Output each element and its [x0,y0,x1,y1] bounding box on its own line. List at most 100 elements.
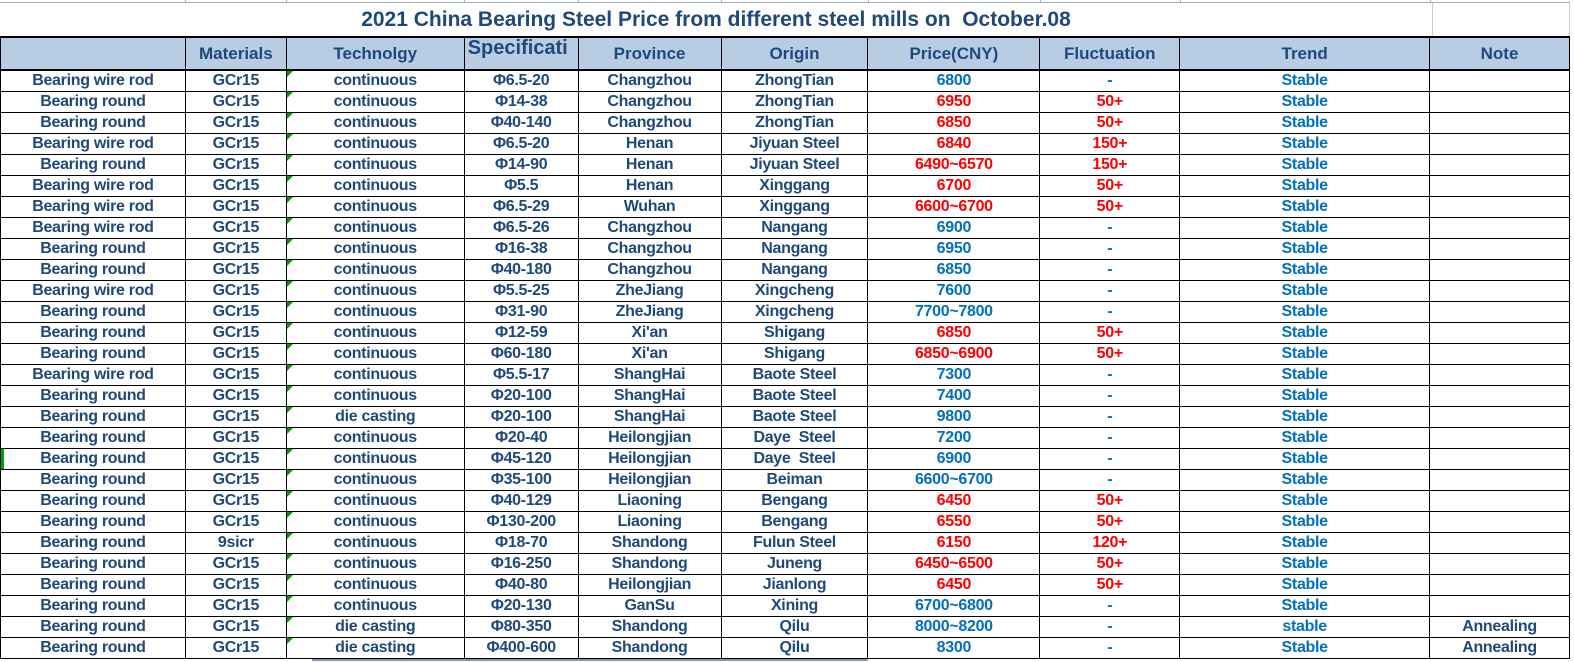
specification-cell[interactable]: Φ20-130 [465,596,579,616]
note-cell[interactable] [1430,239,1570,259]
trend-cell[interactable]: Stable [1180,260,1431,280]
specification-cell[interactable]: Φ12-59 [465,323,579,343]
row-label-cell[interactable]: Bearing wire rod [1,197,186,217]
trend-cell[interactable]: Stable [1180,575,1431,595]
row-label-cell[interactable]: Bearing round [1,470,186,490]
trend-cell[interactable]: Stable [1180,92,1431,112]
materials-cell[interactable]: GCr15 [186,260,287,280]
specification-cell[interactable]: Φ45-120 [465,449,579,469]
fluctuation-cell[interactable]: - [1040,218,1181,238]
trend-cell[interactable]: Stable [1180,533,1431,553]
price-cell[interactable]: 6900 [868,449,1041,469]
fluctuation-cell[interactable]: 50+ [1040,197,1181,217]
column-header-blank[interactable] [1,38,186,69]
price-cell[interactable]: 6490~6570 [868,155,1041,175]
row-label-cell[interactable]: Bearing round [1,113,186,133]
materials-cell[interactable]: GCr15 [186,554,287,574]
note-cell[interactable] [1430,92,1570,112]
province-cell[interactable]: Shandong [579,638,722,658]
note-cell[interactable] [1430,302,1570,322]
materials-cell[interactable]: GCr15 [186,638,287,658]
materials-cell[interactable]: GCr15 [186,617,287,637]
trend-cell[interactable]: Stable [1180,302,1431,322]
trend-cell[interactable]: Stable [1180,176,1431,196]
origin-cell[interactable]: Jiyuan Steel [722,134,869,154]
price-cell[interactable]: 6450 [868,491,1041,511]
column-header-specification[interactable]: Specificati [465,38,579,69]
technology-cell[interactable]: continuous [286,302,465,322]
province-cell[interactable]: Changzhou [579,113,722,133]
specification-cell[interactable]: Φ5.5-17 [465,365,579,385]
price-cell[interactable]: 7300 [868,365,1041,385]
technology-cell[interactable]: continuous [286,218,465,238]
row-label-cell[interactable]: Bearing round [1,491,186,511]
fluctuation-cell[interactable]: 50+ [1040,344,1181,364]
technology-cell[interactable]: continuous [286,533,465,553]
price-cell[interactable]: 6150 [868,533,1041,553]
fluctuation-cell[interactable]: - [1040,302,1181,322]
fluctuation-cell[interactable]: 50+ [1040,176,1181,196]
note-cell[interactable]: Annealing [1430,617,1570,637]
materials-cell[interactable]: GCr15 [186,155,287,175]
note-cell[interactable] [1430,533,1570,553]
specification-cell[interactable]: Φ20-40 [465,428,579,448]
origin-cell[interactable]: Shigang [722,344,869,364]
fluctuation-cell[interactable]: - [1040,470,1181,490]
origin-cell[interactable]: Fulun Steel [722,533,869,553]
materials-cell[interactable]: GCr15 [186,344,287,364]
fluctuation-cell[interactable]: 50+ [1040,554,1181,574]
materials-cell[interactable]: GCr15 [186,176,287,196]
price-cell[interactable]: 6450~6500 [868,554,1041,574]
materials-cell[interactable]: GCr15 [186,596,287,616]
row-label-cell[interactable]: Bearing round [1,428,186,448]
trend-cell[interactable]: Stable [1180,596,1431,616]
note-cell[interactable] [1430,176,1570,196]
origin-cell[interactable]: Daye Steel [722,428,869,448]
origin-cell[interactable]: Nangang [722,260,869,280]
trend-cell[interactable]: Stable [1180,113,1431,133]
price-cell[interactable]: 6850 [868,113,1041,133]
origin-cell[interactable]: ZhongTian [722,71,869,91]
price-cell[interactable]: 6850~6900 [868,344,1041,364]
materials-cell[interactable]: GCr15 [186,239,287,259]
note-cell[interactable]: Annealing [1430,638,1570,658]
fluctuation-cell[interactable]: 50+ [1040,575,1181,595]
note-cell[interactable] [1430,197,1570,217]
fluctuation-cell[interactable]: 50+ [1040,113,1181,133]
price-cell[interactable]: 7400 [868,386,1041,406]
fluctuation-cell[interactable]: - [1040,638,1181,658]
specification-cell[interactable]: Φ5.5 [465,176,579,196]
price-cell[interactable]: 6450 [868,575,1041,595]
fluctuation-cell[interactable]: 50+ [1040,323,1181,343]
row-label-cell[interactable]: Bearing wire rod [1,365,186,385]
note-cell[interactable] [1430,428,1570,448]
row-label-cell[interactable]: Bearing round [1,239,186,259]
province-cell[interactable]: Heilongjian [579,428,722,448]
origin-cell[interactable]: Beiman [722,470,869,490]
row-label-cell[interactable]: Bearing wire rod [1,281,186,301]
price-cell[interactable]: 6950 [868,92,1041,112]
materials-cell[interactable]: GCr15 [186,386,287,406]
technology-cell[interactable]: continuous [286,92,465,112]
technology-cell[interactable]: continuous [286,113,465,133]
page-title[interactable]: 2021 China Bearing Steel Price from diff… [361,7,1071,31]
trend-cell[interactable]: Stable [1180,407,1431,427]
price-cell[interactable]: 7200 [868,428,1041,448]
note-cell[interactable] [1430,554,1570,574]
row-label-cell[interactable]: Bearing round [1,575,186,595]
note-cell[interactable] [1430,596,1570,616]
specification-cell[interactable]: Φ6.5-26 [465,218,579,238]
technology-cell[interactable]: continuous [286,323,465,343]
column-header-technology[interactable]: Technolgy [287,38,465,69]
note-cell[interactable] [1430,470,1570,490]
trend-cell[interactable]: Stable [1180,491,1431,511]
row-label-cell[interactable]: Bearing round [1,638,186,658]
province-cell[interactable]: Changzhou [579,239,722,259]
province-cell[interactable]: ShangHai [579,365,722,385]
origin-cell[interactable]: Baote Steel [722,386,869,406]
note-cell[interactable] [1430,218,1570,238]
fluctuation-cell[interactable]: - [1040,386,1181,406]
row-label-cell[interactable]: Bearing round [1,554,186,574]
note-cell[interactable] [1430,155,1570,175]
specification-cell[interactable]: Φ20-100 [465,407,579,427]
